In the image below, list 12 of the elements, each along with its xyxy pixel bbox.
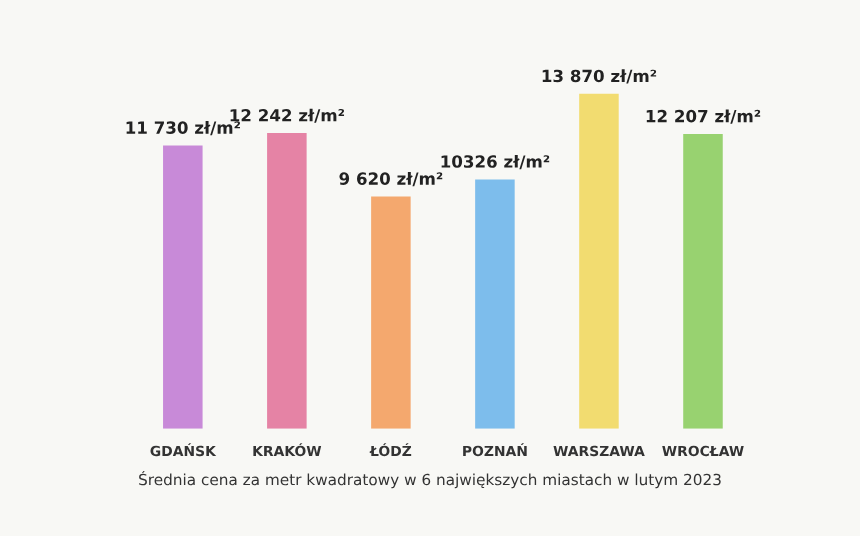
- data-label: 9 620 zł/m²: [339, 171, 443, 187]
- data-label: 11 730 zł/m²: [126, 121, 240, 136]
- bar: [163, 145, 203, 429]
- data-label: 10326 zł/m²: [441, 154, 550, 170]
- data-label: 12 242 zł/m²: [230, 108, 345, 123]
- bar: [475, 179, 515, 429]
- bar: [683, 133, 723, 429]
- bar: [267, 133, 307, 429]
- bar: [371, 196, 411, 429]
- bar: [579, 93, 619, 429]
- data-label: 12 207 zł/m²: [646, 109, 761, 124]
- data-label: 13 870 zł/m²: [542, 69, 657, 84]
